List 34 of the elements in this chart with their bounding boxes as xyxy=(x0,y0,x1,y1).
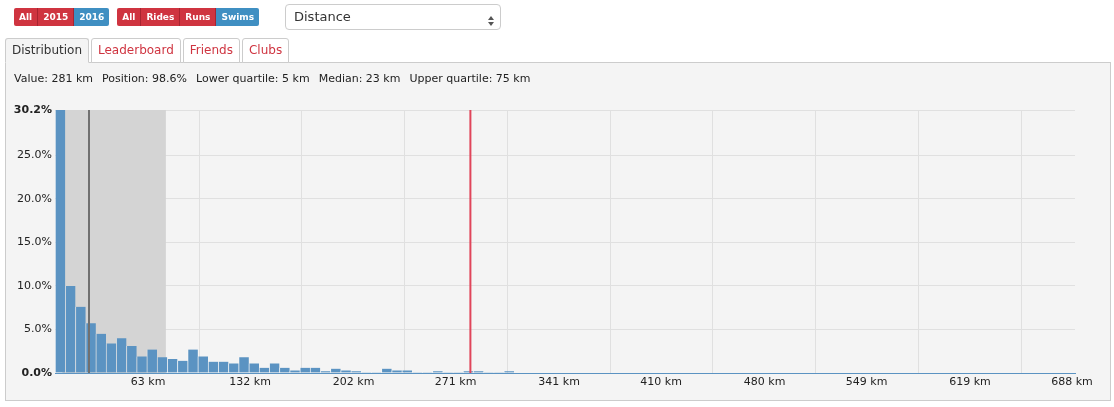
x-tick-label: 202 km xyxy=(332,375,375,389)
x-tick-label: 549 km xyxy=(845,375,888,389)
y-tick-label: 0.0% xyxy=(21,365,52,379)
x-tick-label: 271 km xyxy=(434,375,477,389)
text: All xyxy=(14,8,39,26)
text: Leaderboard xyxy=(91,38,181,63)
text: Lower quartile: 5 km xyxy=(195,72,310,85)
y-tick-label: 30.2% xyxy=(13,102,52,116)
x-tick-label: 688 km xyxy=(1051,375,1093,389)
text: Value: 281 km xyxy=(14,72,93,85)
x-tick-label: 132 km xyxy=(229,375,271,389)
x-tick-label: 63 km xyxy=(130,375,166,389)
text: 2016 xyxy=(74,8,110,26)
text: 2015 xyxy=(38,8,75,26)
x-tick-label: 480 km xyxy=(743,375,786,389)
y-tick-label: 10.0% xyxy=(17,278,52,292)
text: Rides xyxy=(141,8,181,26)
text: Position: 98.6% xyxy=(102,72,187,85)
text: All xyxy=(117,8,142,26)
text: Median: 23 km xyxy=(318,72,401,85)
x-tick-label: 410 km xyxy=(640,375,682,389)
y-tick-label: 20.0% xyxy=(17,191,52,205)
text: Upper quartile: 75 km xyxy=(409,72,531,85)
text: Swims xyxy=(216,8,260,26)
text: Runs xyxy=(180,8,217,26)
text: Distribution xyxy=(5,38,90,63)
y-tick-label: 25.0% xyxy=(17,148,52,162)
text: Distance xyxy=(294,9,351,24)
y-tick-label: 15.0% xyxy=(17,235,52,249)
text: Friends xyxy=(182,38,240,63)
text: Clubs xyxy=(241,38,290,63)
x-tick-label: 619 km xyxy=(949,375,991,389)
x-tick-label: 341 km xyxy=(538,375,580,389)
y-tick-label: 5.0% xyxy=(24,322,52,336)
